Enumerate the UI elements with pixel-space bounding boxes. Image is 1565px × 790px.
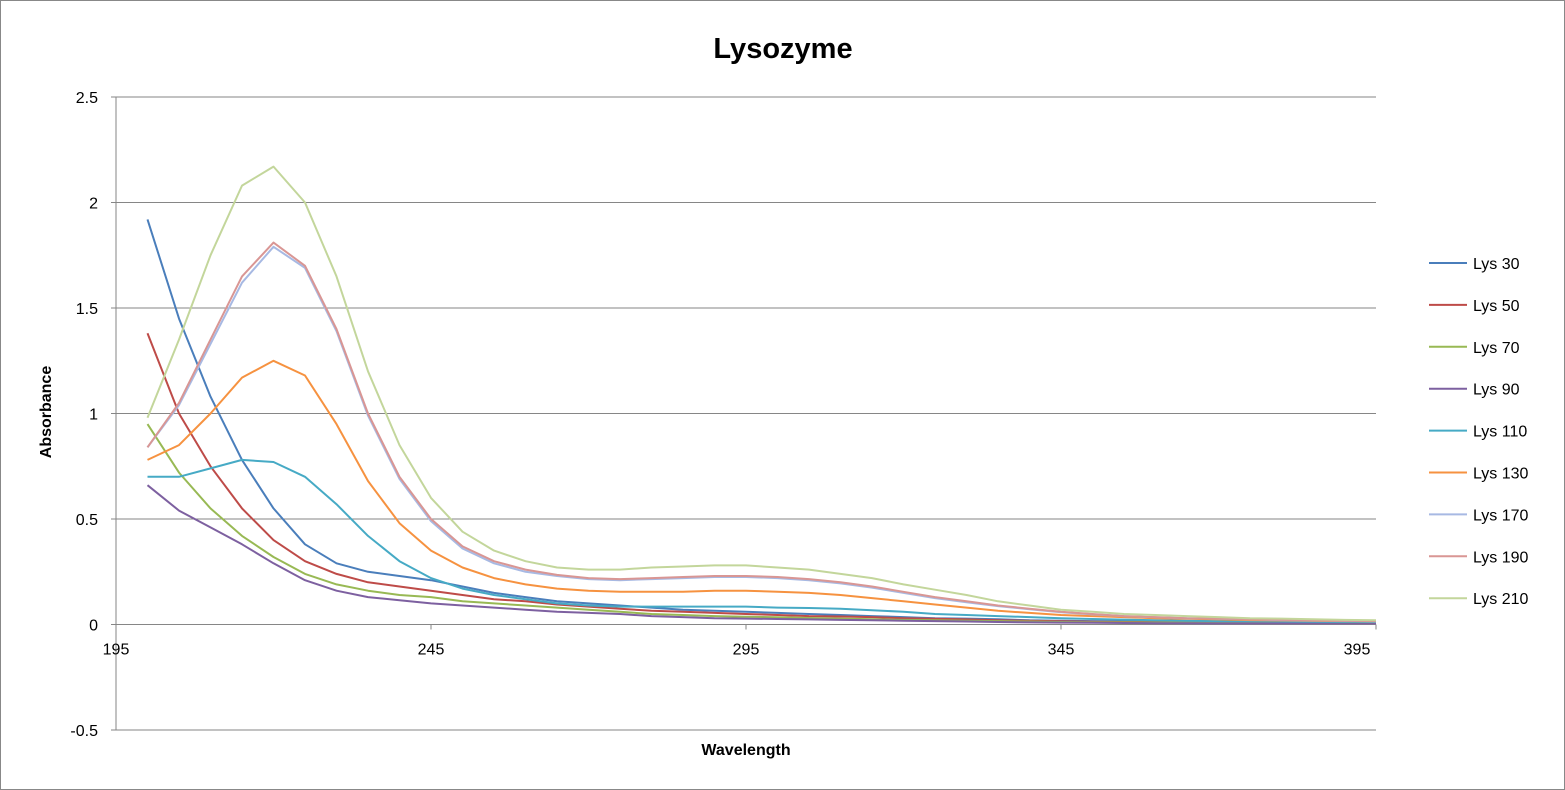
legend-label: Lys 190 xyxy=(1473,549,1529,566)
series-line-lys-70 xyxy=(146,423,1376,624)
y-tick-label: 1 xyxy=(89,407,98,424)
series-line-lys-30 xyxy=(146,219,1376,624)
x-tick-label: 345 xyxy=(1048,642,1075,659)
y-tick-label: 1.5 xyxy=(76,301,98,318)
y-tick-label: 0.5 xyxy=(76,512,98,529)
series-line-lys-90 xyxy=(146,484,1376,625)
chart-title: Lysozyme xyxy=(713,33,852,65)
y-axis-label: Absorbance xyxy=(38,366,55,459)
legend-label: Lys 50 xyxy=(1473,298,1520,315)
legend-label: Lys 30 xyxy=(1473,256,1520,273)
x-tick-label: 195 xyxy=(103,642,130,659)
y-tick-label: 2 xyxy=(89,196,98,213)
legend: Lys 30 Lys 50 Lys 70 Lys 90 Lys 110 Lys 130 Ly… xyxy=(1429,256,1529,608)
x-axis-label: Wavelength xyxy=(701,742,790,759)
y-tick-label: -0.5 xyxy=(70,723,98,740)
legend-label: Lys 210 xyxy=(1473,591,1529,608)
legend-label: Lys 130 xyxy=(1473,466,1529,483)
x-tick-label: 395 xyxy=(1344,642,1371,659)
legend-label: Lys 170 xyxy=(1473,507,1529,524)
series-line-lys-210 xyxy=(146,165,1377,622)
series-line-lys-170 xyxy=(146,245,1377,623)
y-tick-label: 2.5 xyxy=(76,90,98,107)
y-tick-label: 0 xyxy=(89,618,98,635)
x-tick-label: 295 xyxy=(733,642,760,659)
series-line-lys-190 xyxy=(146,241,1377,623)
legend-label: Lys 110 xyxy=(1473,424,1527,441)
legend-label: Lys 90 xyxy=(1473,382,1520,399)
series-line-lys-50 xyxy=(146,332,1376,624)
x-tick-label: 245 xyxy=(418,642,445,659)
series-line-lys-110 xyxy=(147,458,1376,623)
legend-label: Lys 70 xyxy=(1473,340,1520,357)
